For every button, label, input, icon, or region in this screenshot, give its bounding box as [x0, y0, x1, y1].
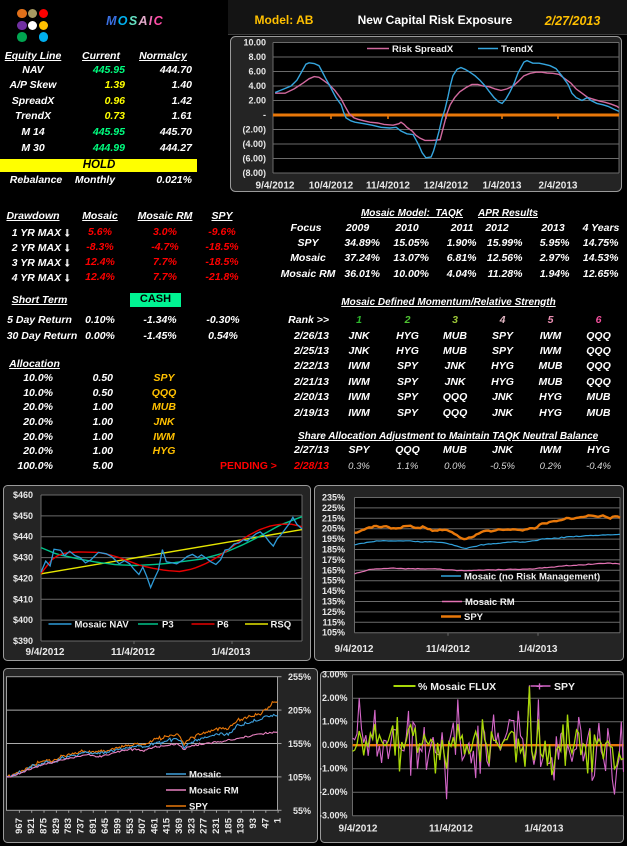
svg-text:12/4/2012: 12/4/2012 — [424, 181, 469, 192]
svg-text:Mosaic (no Risk Management): Mosaic (no Risk Management) — [464, 572, 600, 583]
svg-text:783: 783 — [63, 818, 74, 834]
svg-text:323: 323 — [186, 818, 197, 834]
svg-text:205%: 205% — [322, 524, 345, 534]
svg-text:$390: $390 — [13, 636, 33, 646]
svg-text:195%: 195% — [322, 534, 345, 544]
svg-text:$410: $410 — [13, 594, 33, 604]
svg-text:$460: $460 — [13, 490, 33, 500]
svg-text:155%: 155% — [288, 739, 311, 749]
svg-text:9/4/2012: 9/4/2012 — [335, 644, 374, 655]
svg-text:$400: $400 — [13, 615, 33, 625]
svg-text:967: 967 — [14, 818, 25, 834]
svg-text:255%: 255% — [288, 672, 311, 682]
svg-text:9/4/2012: 9/4/2012 — [256, 181, 295, 192]
svg-text:215%: 215% — [322, 513, 345, 523]
svg-text:10/4/2012: 10/4/2012 — [309, 181, 354, 192]
svg-text:105%: 105% — [288, 772, 311, 782]
svg-text:9/4/2012: 9/4/2012 — [339, 824, 378, 835]
svg-text:P6: P6 — [217, 620, 229, 631]
svg-text:135%: 135% — [322, 597, 345, 607]
svg-text:Mosaic NAV: Mosaic NAV — [75, 620, 130, 631]
svg-text:1/4/2013: 1/4/2013 — [525, 824, 564, 835]
svg-text:235%: 235% — [322, 493, 345, 503]
svg-text:Risk SpreadX: Risk SpreadX — [392, 44, 454, 55]
svg-text:-1.00%: -1.00% — [320, 764, 348, 774]
svg-text:155%: 155% — [322, 576, 345, 586]
svg-text:921: 921 — [26, 817, 37, 834]
svg-text:(8.00): (8.00) — [242, 168, 266, 178]
svg-text:829: 829 — [51, 818, 62, 834]
svg-text:RSQ: RSQ — [271, 620, 292, 631]
svg-text:1/4/2013: 1/4/2013 — [519, 644, 558, 655]
svg-text:Mosaic RM: Mosaic RM — [189, 786, 239, 797]
svg-text:875: 875 — [39, 817, 50, 834]
svg-text:115%: 115% — [322, 617, 345, 627]
svg-text:11/4/2012: 11/4/2012 — [426, 644, 470, 655]
svg-text:11/4/2012: 11/4/2012 — [111, 647, 155, 658]
svg-text:3.00%: 3.00% — [322, 671, 348, 680]
svg-text:145%: 145% — [322, 586, 345, 596]
svg-text:2.00: 2.00 — [248, 96, 266, 106]
svg-text:% Mosaic FLUX: % Mosaic FLUX — [418, 681, 496, 693]
svg-text:1.00%: 1.00% — [322, 717, 348, 727]
svg-text:Mosaic RM: Mosaic RM — [465, 597, 515, 608]
svg-text:(6.00): (6.00) — [242, 154, 266, 164]
svg-text:$450: $450 — [13, 511, 33, 521]
svg-text:SPY: SPY — [189, 802, 209, 813]
svg-text:1: 1 — [273, 817, 284, 823]
svg-text:1/4/2013: 1/4/2013 — [483, 181, 522, 192]
svg-text:SPY: SPY — [464, 612, 484, 623]
svg-text:277: 277 — [199, 818, 210, 834]
svg-text:139: 139 — [236, 818, 247, 834]
svg-text:125%: 125% — [322, 607, 345, 617]
svg-text:55%: 55% — [293, 806, 311, 816]
svg-text:461: 461 — [149, 817, 160, 834]
svg-text:369: 369 — [174, 818, 185, 834]
svg-text:11/4/2012: 11/4/2012 — [429, 824, 473, 835]
svg-text:231: 231 — [211, 817, 222, 834]
svg-text:599: 599 — [113, 818, 124, 834]
svg-text:-: - — [263, 110, 266, 120]
svg-text:4.00: 4.00 — [248, 81, 266, 91]
svg-text:507: 507 — [137, 818, 148, 834]
svg-text:(2.00): (2.00) — [242, 125, 266, 135]
svg-text:SPY: SPY — [554, 681, 575, 693]
svg-text:2.00%: 2.00% — [322, 693, 348, 703]
svg-text:105%: 105% — [322, 628, 345, 638]
svg-text:185%: 185% — [322, 545, 345, 555]
svg-text:-3.00%: -3.00% — [320, 811, 348, 821]
svg-text:645: 645 — [100, 817, 111, 834]
svg-text:P3: P3 — [162, 620, 174, 631]
svg-text:93: 93 — [248, 818, 259, 829]
svg-text:165%: 165% — [322, 565, 345, 575]
svg-text:205%: 205% — [288, 706, 311, 716]
svg-text:8.00: 8.00 — [248, 52, 266, 62]
svg-text:415: 415 — [162, 817, 173, 834]
svg-text:$420: $420 — [13, 573, 33, 583]
svg-text:0.00%: 0.00% — [322, 740, 348, 750]
svg-text:2/4/2013: 2/4/2013 — [539, 181, 578, 192]
svg-text:10.00: 10.00 — [243, 38, 266, 48]
svg-text:9/4/2012: 9/4/2012 — [26, 647, 65, 658]
svg-text:11/4/2012: 11/4/2012 — [366, 181, 410, 192]
svg-text:+: + — [536, 680, 543, 694]
svg-text:Mosaic: Mosaic — [189, 770, 221, 781]
svg-text:553: 553 — [125, 818, 136, 834]
svg-text:1/4/2013: 1/4/2013 — [212, 647, 251, 658]
svg-text:737: 737 — [76, 818, 87, 834]
svg-text:$430: $430 — [13, 553, 33, 563]
svg-text:6.00: 6.00 — [248, 67, 266, 77]
svg-text:(4.00): (4.00) — [242, 139, 266, 149]
svg-text:175%: 175% — [322, 555, 345, 565]
svg-text:TrendX: TrendX — [501, 44, 534, 55]
svg-text:185: 185 — [223, 817, 234, 834]
svg-text:691: 691 — [88, 817, 99, 834]
svg-text:$440: $440 — [13, 532, 33, 542]
svg-text:225%: 225% — [322, 503, 345, 513]
svg-text:47: 47 — [260, 818, 271, 829]
svg-text:-2.00%: -2.00% — [320, 787, 348, 797]
